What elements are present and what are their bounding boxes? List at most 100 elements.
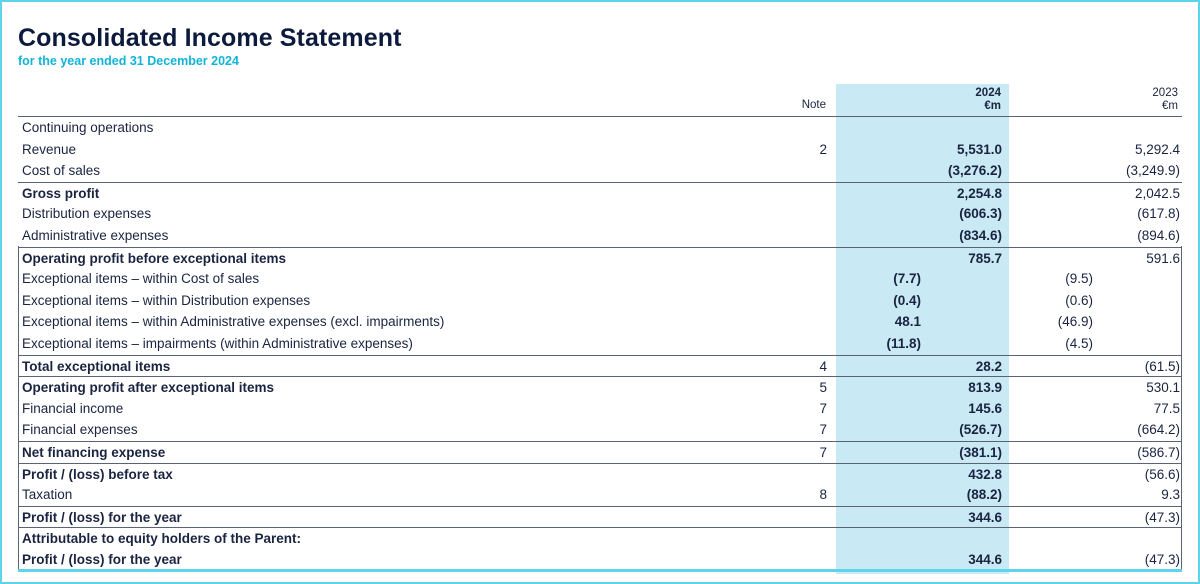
table-row: Profit / (loss) for the year 344.6 (47.3) — [18, 549, 1182, 571]
table-row: Exceptional items – within Administrativ… — [18, 311, 1182, 333]
value-2023-cell: 530.1 — [1146, 380, 1180, 396]
value-2024-cell: 5,531.0 — [956, 141, 1002, 157]
note-cell: 8 — [819, 487, 827, 503]
exceptional-2024-cell: (0.4) — [893, 292, 921, 308]
value-2023-cell: 9.3 — [1161, 487, 1180, 503]
row-label: Net financing expense — [22, 444, 166, 460]
table-row: Cost of sales (3,276.2) (3,249.9) — [18, 160, 1182, 182]
row-label: Revenue — [22, 141, 77, 157]
table-row: Exceptional items – within Distribution … — [18, 290, 1182, 312]
row-label: Exceptional items – within Distribution … — [22, 292, 311, 308]
value-2023-cell: (3,249.9) — [1125, 163, 1180, 179]
table-top-rule — [18, 116, 1182, 117]
value-2024-cell: 813.9 — [968, 380, 1002, 396]
note-cell: 4 — [819, 358, 827, 374]
table-left-rule — [18, 246, 19, 570]
value-2024-cell: (606.3) — [959, 206, 1002, 222]
value-2024-cell: (834.6) — [959, 227, 1002, 243]
year-2023-header: 2023 — [1152, 87, 1178, 99]
table-row: Financial income 7 145.6 77.5 — [18, 398, 1182, 420]
table-row: Revenue 2 5,531.0 5,292.4 — [18, 139, 1182, 161]
exceptional-2023-cell: (9.5) — [1065, 271, 1093, 287]
year-2023-unit: €m — [1162, 100, 1178, 112]
value-2023-cell: 77.5 — [1153, 400, 1180, 416]
row-label: Distribution expenses — [22, 206, 152, 222]
page-subtitle: for the year ended 31 December 2024 — [18, 54, 239, 68]
table-row: Gross profit 2,254.8 2,042.5 — [18, 181, 1182, 204]
table-row: Attributable to equity holders of the Pa… — [18, 527, 1182, 549]
table-row: Distribution expenses (606.3) (617.8) — [18, 203, 1182, 225]
page-title: Consolidated Income Statement — [18, 24, 402, 52]
row-label: Gross profit — [22, 185, 100, 201]
year-2024-header: 2024 — [975, 87, 1001, 99]
value-2023-cell: 2,042.5 — [1134, 185, 1180, 201]
table-row: Exceptional items – within Cost of sales… — [18, 268, 1182, 290]
table-right-rule — [1181, 246, 1182, 570]
table-row: Total exceptional items 4 28.2 (61.5) — [18, 354, 1182, 377]
year-2024-unit: €m — [984, 100, 1001, 112]
value-2024-cell: 785.7 — [968, 250, 1002, 266]
value-2023-cell: 5,292.4 — [1134, 141, 1180, 157]
value-2023-cell: (61.5) — [1144, 358, 1180, 374]
value-2024-cell: 145.6 — [968, 400, 1002, 416]
note-cell: 5 — [819, 380, 827, 396]
exceptional-2023-cell: (4.5) — [1065, 335, 1093, 351]
value-2024-cell: 344.6 — [968, 509, 1002, 525]
row-label: Profit / (loss) for the year — [22, 551, 182, 567]
table-row: Net financing expense 7 (381.1) (586.7) — [18, 440, 1182, 463]
row-label: Profit / (loss) for the year — [22, 509, 182, 525]
row-label: Cost of sales — [22, 163, 101, 179]
row-label: Total exceptional items — [22, 358, 171, 374]
exceptional-2024-cell: 48.1 — [894, 314, 921, 330]
value-2024-cell: (526.7) — [959, 422, 1002, 438]
row-label: Financial expenses — [22, 422, 138, 438]
value-2023-cell: (586.7) — [1137, 444, 1180, 460]
row-label: Exceptional items – within Cost of sales — [22, 271, 260, 287]
value-2024-cell: 432.8 — [968, 466, 1002, 482]
row-label: Continuing operations — [22, 120, 154, 135]
value-2024-cell: 344.6 — [968, 551, 1002, 567]
table-row: Profit / (loss) for the year 344.6 (47.3) — [18, 505, 1182, 528]
row-label: Taxation — [22, 487, 73, 503]
exceptional-2023-cell: (0.6) — [1065, 292, 1093, 308]
table-row: Taxation 8 (88.2) 9.3 — [18, 484, 1182, 506]
row-label: Administrative expenses — [22, 227, 169, 243]
value-2024-cell: 2,254.8 — [956, 185, 1002, 201]
note-cell: 2 — [819, 141, 827, 157]
table-row: Profit / (loss) before tax 432.8 (56.6) — [18, 462, 1182, 485]
row-label: Profit / (loss) before tax — [22, 466, 173, 482]
current-year-highlight — [836, 84, 1009, 574]
value-2024-cell: (88.2) — [966, 487, 1002, 503]
row-label: Exceptional items – impairments (within … — [22, 335, 413, 351]
table-row: Operating profit before exceptional item… — [18, 246, 1182, 269]
exceptional-2024-cell: (7.7) — [893, 271, 921, 287]
income-statement-table: Continuing operations Revenue 2 5,531.0 5,29… — [18, 117, 1182, 570]
row-label: Operating profit after exceptional items — [22, 380, 275, 396]
note-cell: 7 — [819, 444, 827, 460]
note-column-header: Note — [801, 99, 826, 111]
value-2024-cell: (3,276.2) — [947, 163, 1002, 179]
row-label: Operating profit before exceptional item… — [22, 250, 287, 266]
note-cell: 7 — [819, 422, 827, 438]
value-2023-cell: (894.6) — [1137, 227, 1180, 243]
value-2023-cell: 591.6 — [1146, 250, 1180, 266]
row-label: Financial income — [22, 400, 124, 416]
table-row: Financial expenses 7 (526.7) (664.2) — [18, 419, 1182, 441]
table-row: Exceptional items – impairments (within … — [18, 333, 1182, 355]
value-2023-cell: (47.3) — [1144, 509, 1180, 525]
table-row: Continuing operations — [18, 117, 1182, 139]
note-cell: 7 — [819, 400, 827, 416]
exceptional-2024-cell: (11.8) — [886, 335, 921, 351]
row-label: Exceptional items – within Administrativ… — [22, 314, 445, 330]
exceptional-2023-cell: (46.9) — [1057, 314, 1093, 330]
value-2023-cell: (47.3) — [1144, 551, 1180, 567]
value-2024-cell: (381.1) — [959, 444, 1002, 460]
value-2023-cell: (56.6) — [1144, 466, 1180, 482]
row-label: Attributable to equity holders of the Pa… — [22, 531, 302, 547]
value-2023-cell: (664.2) — [1137, 422, 1180, 438]
table-row: Administrative expenses (834.6) (894.6) — [18, 225, 1182, 247]
table-bottom-rule — [18, 569, 1182, 572]
value-2023-cell: (617.8) — [1137, 206, 1180, 222]
table-row: Operating profit after exceptional items… — [18, 376, 1182, 398]
